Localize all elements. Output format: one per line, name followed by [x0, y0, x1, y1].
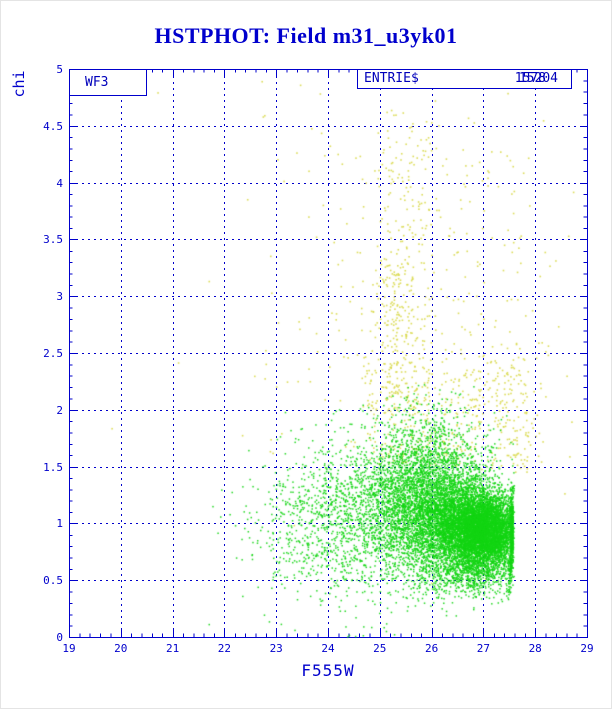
x-tick-label: 24	[321, 642, 335, 655]
entries-label: ENTRIE$	[364, 71, 419, 86]
entries-value-ghost: 1578	[514, 71, 546, 86]
x-tick-label: 19	[62, 642, 76, 655]
x-tick-label: 26	[424, 642, 439, 655]
x-tick-label: 20	[114, 642, 128, 655]
entries-value: 15204	[518, 71, 558, 86]
entries-box: ENTRIE$ 1578 15204	[357, 69, 572, 89]
y-tick-label: 3	[56, 290, 63, 304]
y-tick-label: 2	[56, 403, 63, 417]
camera-label: WF3	[85, 75, 109, 90]
x-tick-label: 22	[217, 642, 232, 655]
y-tick-label: 0.5	[43, 574, 63, 588]
y-tick-label: 4.5	[43, 119, 63, 133]
x-axis-label: F555W	[301, 661, 355, 680]
x-tick-label: 25	[373, 642, 387, 655]
x-tick-label: 29	[580, 642, 594, 655]
y-tick-label: 1.5	[43, 460, 63, 474]
y-tick-label: 3.5	[43, 233, 63, 247]
y-tick-label: 0	[56, 631, 63, 644]
y-tick-label: 4	[56, 176, 63, 190]
camera-label-box: WF3	[69, 69, 147, 96]
y-tick-label: 5	[56, 63, 63, 76]
x-tick-label: 27	[476, 642, 491, 655]
x-tick-label: 21	[165, 642, 180, 655]
x-tick-label: 23	[269, 642, 283, 655]
y-axis-label: chi	[10, 70, 28, 98]
x-tick-label: 28	[528, 642, 542, 655]
y-tick-label: 1	[56, 517, 63, 531]
y-tick-label: 2.5	[43, 347, 63, 360]
